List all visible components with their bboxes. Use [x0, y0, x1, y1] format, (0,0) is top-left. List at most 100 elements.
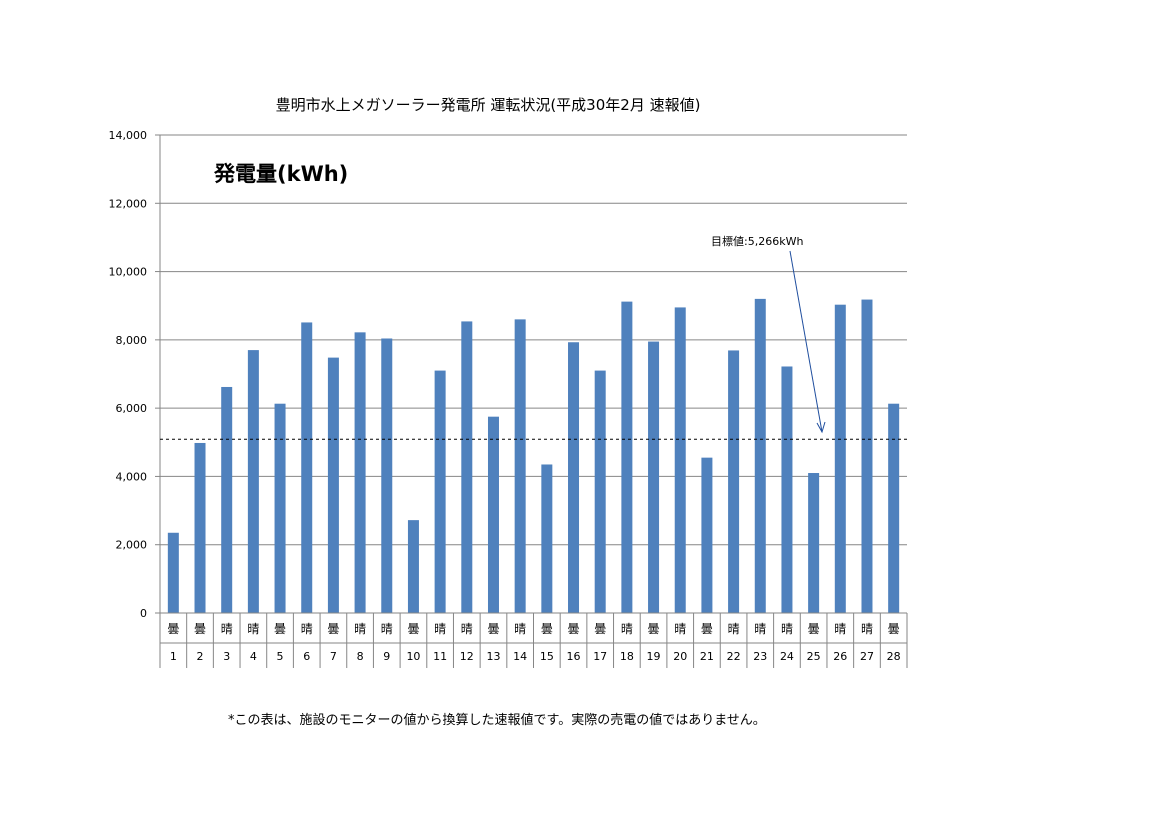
bar: [701, 457, 713, 613]
weather-label: 晴: [461, 622, 473, 636]
target-arrow-head: [816, 421, 826, 434]
x-tick-label: 17: [593, 650, 607, 663]
x-tick-label: 14: [513, 650, 527, 663]
bar: [621, 301, 633, 613]
chart-ylabel: 発電量(kWh): [213, 162, 348, 186]
bar: [274, 403, 286, 613]
y-tick-label: 0: [140, 607, 147, 620]
x-tick-label: 5: [277, 650, 284, 663]
x-tick-label: 23: [753, 650, 767, 663]
bar: [221, 386, 233, 613]
weather-label: 晴: [728, 622, 740, 636]
x-tick-label: 2: [197, 650, 204, 663]
weather-label: 曇: [648, 622, 660, 636]
bar: [327, 357, 339, 613]
weather-label: 曇: [167, 622, 179, 636]
weather-label: 晴: [434, 622, 446, 636]
x-tick-label: 20: [673, 650, 687, 663]
bar: [568, 342, 580, 613]
x-tick-label: 7: [330, 650, 337, 663]
x-axis-table: 曇 1 曇 2 晴 3 晴 4 曇 5 晴 6 曇 7 晴 8 晴 9 曇 10 晴 11 晴 12 曇 13 晴 14 曇 15 曇 16 曇…: [159, 612, 908, 668]
weather-label: 曇: [808, 622, 820, 636]
bar: [861, 299, 873, 613]
x-tick-label: 25: [807, 650, 821, 663]
weather-label: 曇: [594, 622, 606, 636]
x-tick-label: 13: [486, 650, 500, 663]
weather-label: 晴: [781, 622, 793, 636]
bar: [381, 338, 393, 613]
weather-label: 晴: [674, 622, 686, 636]
x-tick-label: 16: [567, 650, 581, 663]
x-tick-label: 9: [383, 650, 390, 663]
x-tick-label: 26: [833, 650, 847, 663]
x-tick-label: 28: [887, 650, 901, 663]
bar: [834, 304, 846, 613]
x-tick-label: 18: [620, 650, 634, 663]
y-tick-label: 12,000: [109, 197, 148, 210]
x-tick-label: 19: [647, 650, 661, 663]
x-tick-label: 11: [433, 650, 447, 663]
weather-label: 曇: [568, 622, 580, 636]
y-tick-label: 4,000: [116, 470, 148, 483]
weather-label: 晴: [621, 622, 633, 636]
bar: [754, 298, 766, 613]
weather-label: 晴: [247, 622, 259, 636]
chart-title: 豊明市水上メガソーラー発電所 運転状況(平成30年2月 速報値): [276, 96, 701, 114]
x-tick-label: 4: [250, 650, 257, 663]
weather-label: 曇: [541, 622, 553, 636]
bars: [167, 298, 900, 613]
x-tick-label: 24: [780, 650, 794, 663]
x-tick-label: 3: [223, 650, 230, 663]
weather-label: 晴: [861, 622, 873, 636]
bar: [541, 464, 553, 613]
weather-label: 晴: [381, 622, 393, 636]
bar: [514, 319, 526, 613]
x-tick-label: 8: [357, 650, 364, 663]
gridlines: [160, 134, 907, 614]
x-tick-label: 12: [460, 650, 474, 663]
target-arrow: [789, 250, 823, 433]
weather-label: 曇: [194, 622, 206, 636]
x-tick-label: 21: [700, 650, 714, 663]
y-tick-label: 14,000: [109, 129, 148, 142]
footnote: *この表は、施設のモニターの値から換算した速報値です。実際の売電の値ではありませ…: [228, 713, 766, 728]
bar: [461, 321, 473, 613]
bar: [407, 520, 419, 613]
weather-label: 晴: [834, 622, 846, 636]
bar: [781, 366, 793, 613]
weather-label: 晴: [754, 622, 766, 636]
weather-label: 曇: [274, 622, 286, 636]
bar: [674, 307, 686, 613]
target-line-group: 目標値:5,266kWh: [160, 234, 907, 440]
x-tick-label: 1: [170, 650, 177, 663]
x-tick-label: 22: [727, 650, 741, 663]
bar: [487, 416, 499, 613]
weather-label: 曇: [407, 622, 419, 636]
target-annotation: 目標値:5,266kWh: [711, 234, 803, 248]
bar: [808, 473, 820, 613]
weather-label: 晴: [221, 622, 233, 636]
y-tick-label: 8,000: [116, 334, 148, 347]
bar: [594, 370, 606, 613]
bar: [301, 322, 313, 613]
x-tick-label: 6: [303, 650, 310, 663]
x-tick-label: 10: [406, 650, 420, 663]
weather-label: 曇: [888, 622, 900, 636]
bar: [728, 350, 740, 613]
y-axis-ticks: 0 2,000 4,000 6,000 8,000 10,000 12,000 14,000: [109, 129, 161, 620]
weather-label: 晴: [354, 622, 366, 636]
bar: [434, 370, 446, 613]
bar: [247, 350, 259, 613]
weather-label: 曇: [701, 622, 713, 636]
x-tick-label: 27: [860, 650, 874, 663]
y-tick-label: 6,000: [116, 402, 148, 415]
bar: [167, 532, 179, 613]
x-tick-label: 15: [540, 650, 554, 663]
weather-label: 晴: [514, 622, 526, 636]
weather-label: 晴: [301, 622, 313, 636]
bar: [648, 341, 660, 613]
weather-label: 曇: [327, 622, 339, 636]
bar: [194, 442, 206, 613]
y-tick-label: 10,000: [109, 266, 148, 279]
